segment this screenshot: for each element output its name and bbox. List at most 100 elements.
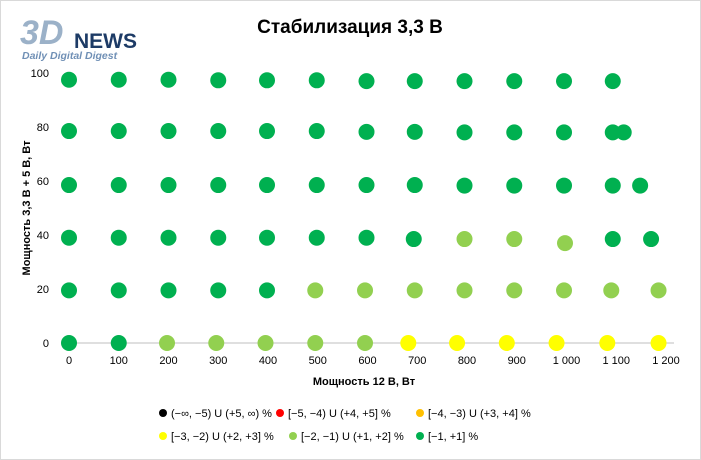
legend-entry: [−5, −4) U (+4, +5] % [288,408,391,420]
data-point [259,72,276,89]
x-tick-label: 1 200 [652,355,680,367]
data-point [210,177,227,194]
axis-ticks: 0 100 200 300 400 500 600 700 800 900 1 000 1 100 1 … [31,68,680,367]
x-tick-label: 800 [458,355,476,367]
data-point [604,124,621,141]
data-point [110,71,127,88]
data-point [358,229,375,246]
data-point [61,282,77,299]
data-point [556,124,573,141]
data-point [506,231,523,248]
x-tick-label: 400 [259,355,277,367]
legend-entry: [−2, −1) U (+1, +2] % [301,431,404,443]
x-tick-label: 500 [309,355,327,367]
data-point [259,123,276,140]
data-point [110,335,127,351]
data-point [358,73,375,90]
y-tick-label: 60 [37,176,49,188]
data-point [650,282,667,299]
logo: 3D NEWS Daily Digital Digest [20,14,137,62]
data-point [604,177,621,194]
data-point [110,177,127,194]
data-point [210,282,227,299]
logo-wordmark: NEWS [74,30,137,53]
data-point [456,73,473,90]
legend-marker [276,409,284,417]
data-point [456,124,473,141]
data-point [604,231,621,248]
legend-marker [159,432,167,440]
y-axis-title: Мощность 3,3 В + 5 В, Вт [21,140,33,276]
data-point [210,123,227,140]
data-point [506,177,523,194]
data-point [643,231,660,248]
data-point [307,282,324,299]
data-point [357,335,374,351]
data-point [257,335,274,351]
data-point [160,229,177,246]
y-tick-label: 0 [43,338,49,350]
data-point [405,231,422,248]
data-point [110,282,127,299]
data-point [259,282,276,299]
data-point [506,73,523,90]
data-point [160,71,177,88]
data-point [358,123,375,140]
data-point [456,282,473,299]
x-tick-label: 600 [358,355,376,367]
data-point [61,177,77,194]
data-point [259,177,276,194]
data-point [159,335,176,351]
data-point [358,177,375,194]
data-point [61,335,77,351]
data-point [556,282,573,299]
data-point [61,229,77,246]
legend-marker [416,409,424,417]
chart-title: Стабилизация 3,3 В [257,17,443,38]
data-point [603,282,620,299]
data-point [210,72,227,89]
data-point [210,229,227,246]
data-point [110,229,127,246]
legend-entry: (−∞, −5) U (+5, ∞) % [171,408,272,420]
data-point [506,124,523,141]
x-tick-label: 1 000 [553,355,581,367]
data-point [456,231,473,248]
data-point [456,177,473,194]
logo-tagline: Daily Digital Digest [22,50,118,62]
logo-mark: 3D [20,14,63,52]
legend-marker [289,432,297,440]
data-point [632,177,649,194]
data-point [506,282,523,299]
data-point [307,335,324,351]
data-point [449,335,466,351]
data-point [557,235,574,252]
data-point [308,229,325,246]
data-point [160,177,177,194]
y-tick-label: 100 [31,68,49,80]
legend: (−∞, −5) U (+5, ∞) % [−5, −4) U (+4, +5] … [159,408,531,443]
y-tick-label: 40 [37,230,49,242]
data-point [160,123,177,140]
legend-marker [416,432,424,440]
data-point [548,335,565,351]
data-point [406,282,423,299]
data-point [110,123,127,140]
x-tick-label: 200 [159,355,177,367]
data-point [556,177,573,194]
x-tick-label: 1 100 [602,355,630,367]
data-point [650,335,667,351]
legend-entry: [−1, +1] % [428,431,478,443]
data-point [259,229,276,246]
data-point [61,123,77,140]
legend-entry: [−4, −3) U (+3, +4] % [428,408,531,420]
data-point [556,73,573,90]
data-point [599,335,616,351]
x-tick-label: 100 [110,355,128,367]
data-point [604,73,621,90]
data-point [406,123,423,140]
data-point [208,335,225,351]
data-point [308,72,325,89]
data-point [308,123,325,140]
